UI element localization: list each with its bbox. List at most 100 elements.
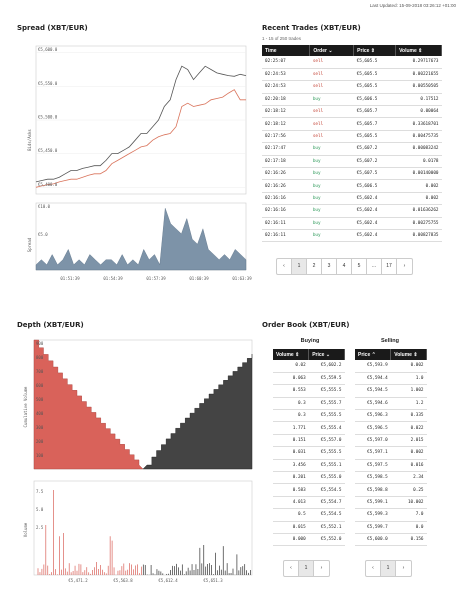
book-row: €5,594.5 1.002	[355, 384, 427, 398]
page-button[interactable]: 1	[381, 561, 396, 576]
trades-table: Time Order ⌄ Price ⇕ Volume ⇕ 02:25:07 se…	[262, 45, 442, 243]
book-row: 0.02 €5,602.2	[273, 360, 345, 373]
page-button[interactable]: 3	[322, 259, 337, 274]
trade-price: €5,602.4	[353, 192, 396, 206]
sell-volume: 0.022	[390, 421, 427, 435]
sell-volume: 0.25	[390, 483, 427, 497]
x-tick-label: 01:54:39	[103, 276, 123, 281]
sell-volume: 7.0	[390, 508, 427, 522]
next-page-button[interactable]: ›	[403, 263, 406, 269]
trade-order: buy	[309, 155, 354, 169]
sell-pagination: ‹ 1 ›	[365, 560, 412, 577]
y-tick-label: 700	[36, 369, 44, 374]
y-tick-label: 100	[36, 453, 44, 458]
buying-label: Buying	[300, 338, 320, 344]
trade-volume: 0.00475735	[395, 130, 442, 144]
trade-order: sell	[309, 117, 354, 131]
buy-price: €5,552.1	[308, 521, 345, 534]
sell-volume: 0.156	[390, 533, 427, 547]
sell-price: €5,599.1	[355, 496, 391, 510]
book-row: €5,596.3 0.335	[355, 409, 427, 423]
sell-volume: 10.002	[390, 496, 427, 510]
book-row: €5,597.1 0.002	[355, 446, 427, 460]
buy-price: €5,552.0	[308, 533, 345, 547]
buy-volume: 0.151	[273, 434, 309, 448]
y-tick-label: 600	[36, 383, 44, 388]
y-tick-label: 500	[36, 397, 44, 402]
buy-orders-table: Volume ⇕ Price ⌄ 0.02 €5,602.2 0.063 €5,559…	[273, 349, 345, 547]
sell-volume: 0.335	[390, 409, 427, 423]
trades-title: Recent Trades (XBT/EUR)	[262, 24, 361, 32]
buy-price: €5,557.0	[308, 434, 345, 448]
trade-price: €5,606.5	[353, 179, 396, 193]
buy-price: €5,554.5	[308, 483, 345, 497]
trade-order: sell	[309, 56, 354, 69]
trade-row: 02:16:26 buy €5,607.5 0.00140000	[262, 167, 442, 181]
prev-page-button[interactable]: ‹	[277, 259, 292, 274]
buy-price: €5,554.7	[308, 496, 345, 510]
trade-time: 02:16:26	[262, 179, 310, 193]
th-sell-volume[interactable]: Volume ⇕	[390, 349, 427, 360]
trade-volume: 0.00221655	[395, 68, 442, 82]
page-button[interactable]: 2	[307, 259, 322, 274]
th-price[interactable]: Price ⇕	[353, 45, 397, 56]
selling-label: Selling	[380, 338, 400, 344]
book-row: 0.000 €5,552.0	[273, 533, 345, 547]
trade-time: 02:17:47	[262, 142, 310, 156]
th-volume[interactable]: Volume ⇕	[395, 45, 442, 56]
trade-time: 02:20:18	[262, 93, 310, 107]
sell-price: €5,597.1	[355, 446, 391, 460]
th-buy-volume[interactable]: Volume ⇕	[273, 349, 310, 360]
next-page-button[interactable]: ›	[320, 565, 323, 571]
book-row: 0.151 €5,557.0	[273, 434, 345, 448]
page-button[interactable]: ...	[367, 259, 382, 274]
trade-time: 02:24:53	[262, 68, 310, 82]
th-order[interactable]: Order ⌄	[309, 45, 355, 56]
sell-price: €5,598.5	[355, 471, 391, 485]
buy-price: €5,554.5	[308, 508, 345, 522]
page-button[interactable]: 1	[299, 561, 314, 576]
trade-time: 02:17:56	[262, 130, 310, 144]
spread-ylabel-bottom: Spread	[27, 237, 32, 252]
asks-depth-area	[142, 354, 253, 470]
trade-order: sell	[309, 130, 354, 144]
spread-chart: €5,600.0 €5,550.0 €5,500.0 €5,450.0 €5,400.0…	[27, 45, 252, 281]
trade-time: 02:17:18	[262, 155, 310, 169]
book-row: 0.5 €5,554.5	[273, 508, 345, 522]
page-button[interactable]: 5	[352, 259, 367, 274]
trade-order: buy	[309, 229, 354, 243]
prev-page-button[interactable]: ‹	[284, 561, 299, 576]
trade-price: €5,605.7	[353, 117, 396, 131]
trade-time: 02:16:11	[262, 217, 310, 230]
trade-volume: 0.0178	[395, 155, 442, 169]
trade-price: €5,605.5	[353, 130, 396, 144]
sell-volume: 0.0	[390, 521, 427, 534]
page-button[interactable]: 1	[292, 259, 307, 274]
trade-price: €5,605.7	[353, 105, 396, 119]
page-button[interactable]: 17	[382, 259, 397, 274]
book-row: 4.013 €5,554.7	[273, 496, 345, 510]
page-button[interactable]: 4	[337, 259, 352, 274]
buy-volume: 1.771	[273, 421, 309, 435]
buy-volume: 0.02	[273, 360, 309, 373]
th-buy-price[interactable]: Price ⌄	[308, 349, 345, 360]
th-sell-price[interactable]: Price ⌃	[355, 349, 392, 360]
sell-price: €5,594.4	[355, 372, 391, 386]
book-row: €5,596.5 0.022	[355, 421, 427, 435]
book-row: 0.3 €5,555.7	[273, 397, 345, 411]
trades-subtitle: 1 - 15 of 250 trades	[262, 36, 302, 41]
trade-row: 02:17:56 sell €5,605.5 0.00475735	[262, 130, 442, 144]
sell-price: €5,597.5	[355, 459, 391, 473]
next-page-button[interactable]: ›	[402, 565, 405, 571]
th-time[interactable]: Time	[262, 45, 311, 56]
depth-ylabel-top: Cumulative Volume	[23, 386, 28, 428]
trade-time: 02:24:53	[262, 80, 310, 94]
y-tick-label: €5,450.0	[38, 148, 58, 153]
buy-pagination: ‹ 1 ›	[283, 560, 330, 577]
trade-row: 02:18:12 sell €5,605.7 0.33618701	[262, 117, 442, 131]
buy-volume: 0.553	[273, 384, 309, 398]
prev-page-button[interactable]: ‹	[366, 561, 381, 576]
buy-price: €5,555.5	[308, 446, 345, 460]
y-tick-label: €5,400.0	[38, 182, 58, 187]
y-tick-label: 2.5	[36, 525, 44, 530]
